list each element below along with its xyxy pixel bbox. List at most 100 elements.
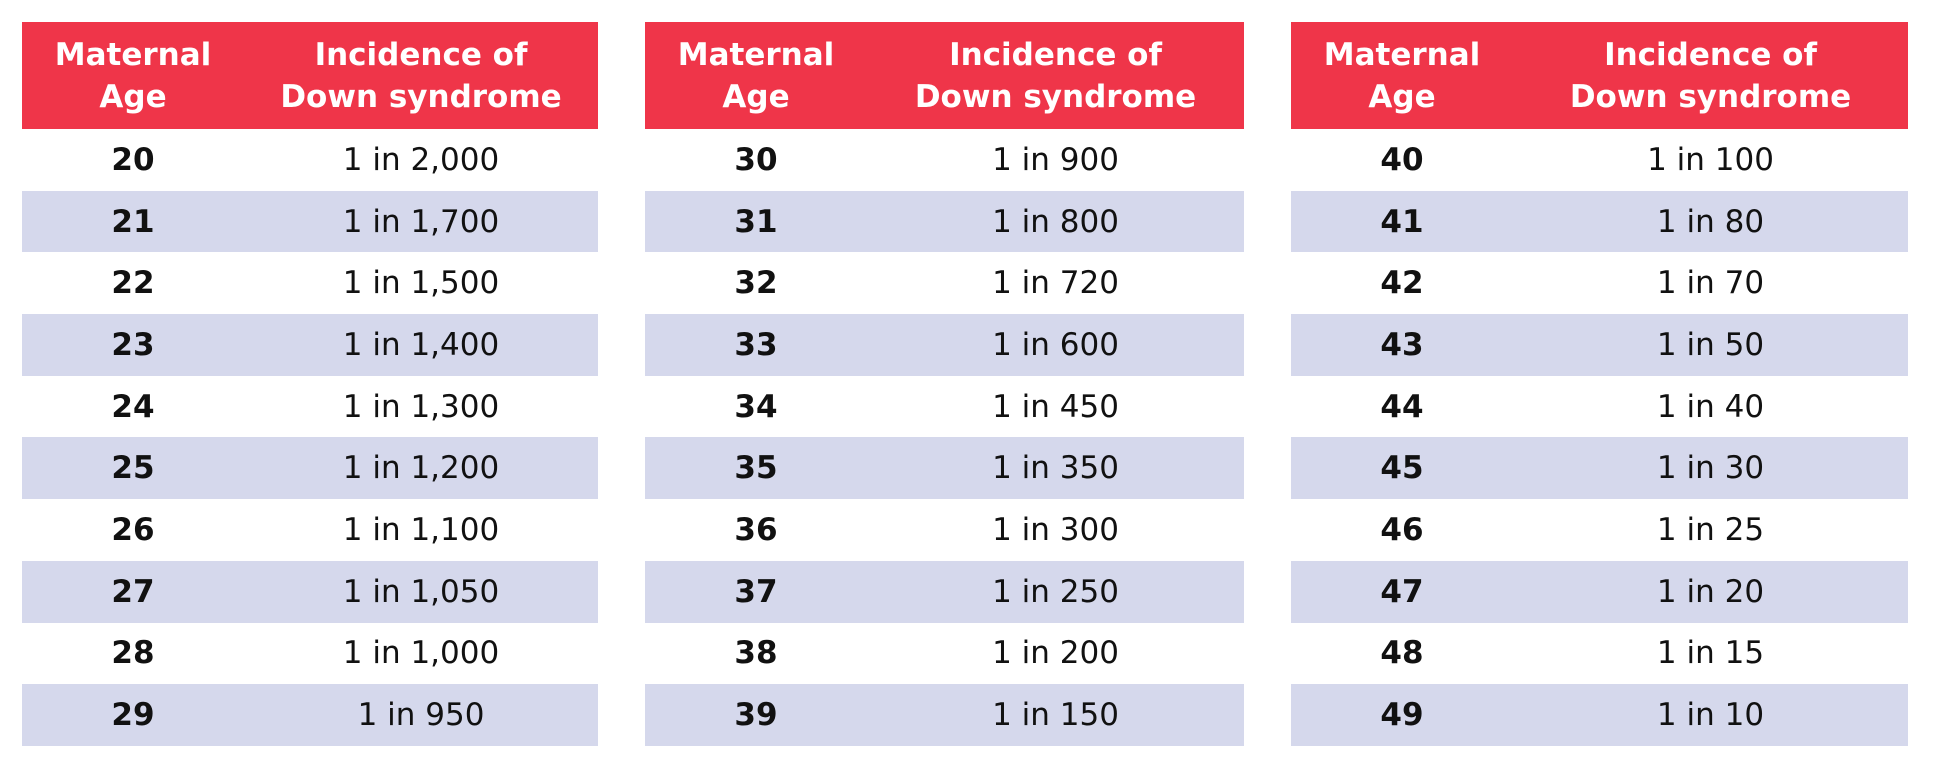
table-row: 23 1 in 1,400 bbox=[22, 314, 598, 376]
table-row: 28 1 in 1,000 bbox=[22, 623, 598, 685]
table-header: Maternal Age Incidence of Down syndrome bbox=[22, 22, 598, 129]
age-cell: 34 bbox=[734, 388, 778, 425]
incidence-cell: 1 in 25 bbox=[1656, 511, 1765, 548]
header-line: Down syndrome bbox=[280, 78, 562, 115]
table-row: 35 1 in 350 bbox=[645, 437, 1244, 500]
table-header: Maternal Age Incidence of Down syndrome bbox=[645, 22, 1244, 129]
incidence-cell: 1 in 300 bbox=[992, 511, 1119, 548]
table-row: 42 1 in 70 bbox=[1291, 252, 1908, 314]
age-cell: 47 bbox=[1380, 573, 1424, 610]
incidence-cell: 1 in 1,700 bbox=[342, 203, 500, 240]
table-row: 24 1 in 1,300 bbox=[22, 376, 598, 438]
table-row: 49 1 in 10 bbox=[1291, 684, 1908, 746]
header-cell: Incidence of Down syndrome bbox=[244, 22, 598, 129]
header-cell: Maternal Age bbox=[22, 22, 244, 129]
age-cell: 22 bbox=[111, 265, 155, 302]
incidence-cell: 1 in 15 bbox=[1656, 635, 1765, 672]
table-row: 26 1 in 1,100 bbox=[22, 499, 598, 561]
incidence-cell: 1 in 150 bbox=[992, 697, 1119, 734]
header-line: Maternal bbox=[1323, 36, 1481, 73]
incidence-cell: 1 in 20 bbox=[1656, 573, 1765, 610]
age-cell: 26 bbox=[111, 511, 155, 548]
incidence-cell: 1 in 50 bbox=[1656, 326, 1765, 363]
incidence-cell: 1 in 1,000 bbox=[342, 635, 500, 672]
incidence-cell: 1 in 1,200 bbox=[342, 450, 500, 487]
table-row: 38 1 in 200 bbox=[645, 623, 1244, 685]
incidence-cell: 1 in 1,100 bbox=[342, 511, 500, 548]
age-cell: 23 bbox=[111, 326, 155, 363]
age-cell: 20 bbox=[111, 141, 155, 178]
age-cell: 49 bbox=[1380, 697, 1424, 734]
table-row: 45 1 in 30 bbox=[1291, 437, 1908, 500]
header-line: Age bbox=[99, 78, 167, 115]
age-cell: 45 bbox=[1380, 450, 1424, 487]
incidence-cell: 1 in 30 bbox=[1656, 450, 1765, 487]
age-cell: 29 bbox=[111, 697, 155, 734]
table-row: 46 1 in 25 bbox=[1291, 499, 1908, 561]
table-row: 40 1 in 100 bbox=[1291, 129, 1908, 191]
age-cell: 27 bbox=[111, 573, 155, 610]
age-cell: 41 bbox=[1380, 203, 1424, 240]
table-row: 34 1 in 450 bbox=[645, 376, 1244, 438]
header-line: Incidence of bbox=[949, 36, 1162, 73]
header-line: Down syndrome bbox=[1569, 78, 1852, 115]
age-cell: 42 bbox=[1380, 265, 1424, 302]
incidence-cell: 1 in 70 bbox=[1656, 265, 1765, 302]
table-row: 41 1 in 80 bbox=[1291, 190, 1908, 253]
table-row: 44 1 in 40 bbox=[1291, 376, 1908, 438]
header-line: Incidence of bbox=[1604, 36, 1817, 73]
incidence-cell: 1 in 1,050 bbox=[342, 573, 500, 610]
incidence-cell: 1 in 1,400 bbox=[342, 326, 500, 363]
incidence-cell: 1 in 900 bbox=[992, 141, 1119, 178]
table-row: 30 1 in 900 bbox=[645, 129, 1244, 191]
header-cell: Incidence of Down syndrome bbox=[867, 22, 1244, 129]
table: Maternal Age Incidence of Down syndrome 20 1 … bbox=[22, 22, 598, 746]
age-cell: 24 bbox=[111, 388, 155, 425]
table-row: 29 1 in 950 bbox=[22, 684, 598, 746]
header-cell: Maternal Age bbox=[645, 22, 867, 129]
incidence-cell: 1 in 720 bbox=[992, 265, 1119, 302]
header-cell: Maternal Age bbox=[1291, 22, 1513, 129]
age-cell: 25 bbox=[111, 450, 155, 487]
table-row: 31 1 in 800 bbox=[645, 190, 1244, 253]
table-row: 48 1 in 15 bbox=[1291, 623, 1908, 685]
table-row: 21 1 in 1,700 bbox=[22, 190, 598, 253]
age-cell: 36 bbox=[734, 511, 778, 548]
incidence-cell: 1 in 1,300 bbox=[342, 388, 500, 425]
table-row: 20 1 in 2,000 bbox=[22, 129, 598, 191]
age-cell: 48 bbox=[1380, 635, 1424, 672]
incidence-cell: 1 in 40 bbox=[1656, 388, 1765, 425]
incidence-cell: 1 in 950 bbox=[357, 697, 485, 734]
table-row: 47 1 in 20 bbox=[1291, 560, 1908, 623]
table-row: 33 1 in 600 bbox=[645, 314, 1244, 376]
table-row: 36 1 in 300 bbox=[645, 499, 1244, 561]
table: Maternal Age Incidence of Down syndrome 30 1 … bbox=[645, 22, 1244, 746]
age-cell: 32 bbox=[734, 265, 778, 302]
header-line: Maternal bbox=[54, 36, 212, 73]
incidence-cell: 1 in 450 bbox=[992, 388, 1119, 425]
age-cell: 28 bbox=[111, 635, 155, 672]
age-cell: 38 bbox=[734, 635, 778, 672]
table: Maternal Age Incidence of Down syndrome 40 1 … bbox=[1291, 22, 1908, 746]
incidence-cell: 1 in 1,500 bbox=[342, 265, 500, 302]
table-row: 32 1 in 720 bbox=[645, 252, 1244, 314]
header-line: Age bbox=[722, 78, 790, 115]
age-cell: 39 bbox=[734, 697, 778, 734]
header-line: Age bbox=[1368, 78, 1436, 115]
age-cell: 30 bbox=[734, 141, 778, 178]
incidence-cell: 1 in 10 bbox=[1656, 697, 1765, 734]
incidence-cell: 1 in 250 bbox=[992, 573, 1119, 610]
age-cell: 40 bbox=[1380, 141, 1424, 178]
incidence-cell: 1 in 100 bbox=[1647, 141, 1774, 178]
incidence-cell: 1 in 600 bbox=[992, 326, 1119, 363]
table-row: 25 1 in 1,200 bbox=[22, 437, 598, 500]
table-row: 27 1 in 1,050 bbox=[22, 560, 598, 623]
incidence-cell: 1 in 80 bbox=[1656, 203, 1765, 240]
incidence-cell: 1 in 800 bbox=[992, 203, 1119, 240]
header-line: Maternal bbox=[677, 36, 835, 73]
table-row: 39 1 in 150 bbox=[645, 684, 1244, 746]
header-line: Down syndrome bbox=[914, 78, 1197, 115]
table-row: 43 1 in 50 bbox=[1291, 314, 1908, 376]
table-row: 37 1 in 250 bbox=[645, 560, 1244, 623]
